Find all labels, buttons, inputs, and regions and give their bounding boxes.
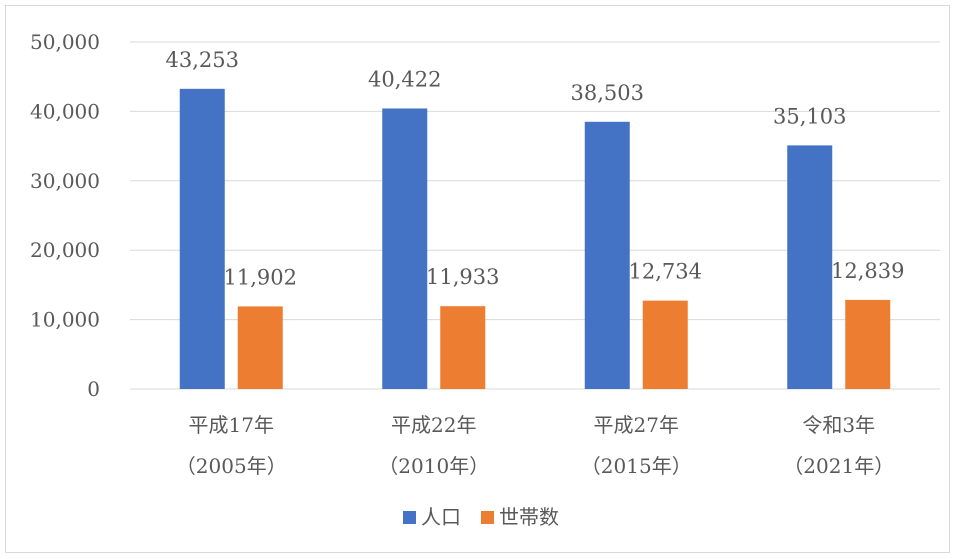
data-label: 12,734 [629,260,702,284]
x-tick-label: 令和3年 [802,413,875,437]
y-tick-label: 30,000 [30,169,100,193]
legend-swatch [403,511,416,524]
data-label: 40,422 [368,67,441,91]
data-label: 35,103 [773,104,846,128]
data-label: 38,503 [571,81,644,105]
legend-label: 人口 [421,505,461,529]
legend: 人口 世帯数 [403,505,559,529]
y-tick-label: 0 [87,377,100,401]
y-tick-label: 20,000 [30,238,100,262]
bar-households [642,300,688,389]
data-label: 11,933 [426,265,499,289]
y-axis: 0 10,000 20,000 30,000 40,000 50,000 [30,30,100,401]
x-tick-label: 平成27年 [594,413,679,437]
data-label: 11,902 [224,265,297,289]
data-label: 12,839 [831,259,904,283]
x-axis: 平成17年 （2005年） 平成22年 （2010年） 平成27年 （2015年） 令和3年… [176,413,894,478]
data-label: 43,253 [166,48,239,72]
bars [179,88,891,390]
y-tick-label: 50,000 [30,30,100,54]
bar-population [787,145,833,389]
data-labels: 43,253 11,902 40,422 11,933 38,503 12,734 35,1… [166,48,905,290]
bar-population [584,121,630,389]
bar-households [845,299,891,389]
y-tick-label: 40,000 [30,99,100,123]
x-tick-label: 平成22年 [391,413,476,437]
y-tick-label: 10,000 [30,308,100,332]
bar-households [237,306,283,389]
x-tick-sublabel: （2021年） [783,454,894,478]
legend-label: 世帯数 [499,505,559,529]
bar-households [440,306,486,389]
legend-swatch [481,511,494,524]
x-tick-label: 平成17年 [189,413,274,437]
bar-population [382,108,428,390]
x-tick-sublabel: （2015年） [581,454,692,478]
x-tick-sublabel: （2005年） [176,454,287,478]
bar-population [179,88,225,389]
x-tick-sublabel: （2010年） [378,454,489,478]
